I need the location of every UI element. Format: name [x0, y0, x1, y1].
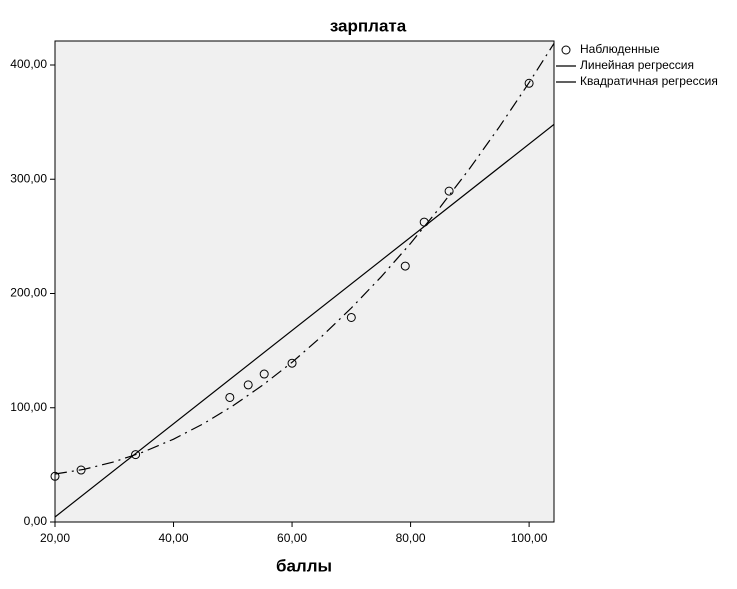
regression-line: [55, 43, 554, 475]
data-point: [243, 380, 253, 390]
legend-label: Наблюденные: [580, 42, 660, 56]
data-point: [131, 450, 141, 460]
data-point: [444, 186, 454, 196]
legend-label: Линейная регрессия: [580, 58, 694, 72]
legend-marker: [561, 45, 571, 55]
data-point: [287, 358, 297, 368]
x-tick-label: 60,00: [277, 531, 307, 545]
data-point: [76, 465, 86, 475]
data-point: [524, 78, 534, 88]
y-tick-label: 0,00: [24, 514, 48, 528]
y-tick-label: 100,00: [10, 400, 47, 414]
x-axis-label: баллы: [276, 556, 332, 575]
data-point: [259, 369, 269, 379]
chart-title: зарплата: [330, 16, 407, 35]
x-tick-label: 40,00: [159, 531, 189, 545]
x-tick-label: 80,00: [396, 531, 426, 545]
x-tick-label: 20,00: [40, 531, 70, 545]
data-point: [50, 471, 60, 481]
legend-label: Квадратичная регрессия: [580, 74, 718, 88]
y-tick-label: 400,00: [10, 57, 47, 71]
data-point: [400, 261, 410, 271]
y-tick-label: 300,00: [10, 171, 47, 185]
data-point: [225, 392, 235, 402]
data-point: [346, 312, 356, 322]
x-tick-label: 100,00: [511, 531, 548, 545]
regression-line: [55, 123, 554, 518]
plot-area: [54, 40, 555, 523]
y-tick-label: 200,00: [10, 286, 47, 300]
